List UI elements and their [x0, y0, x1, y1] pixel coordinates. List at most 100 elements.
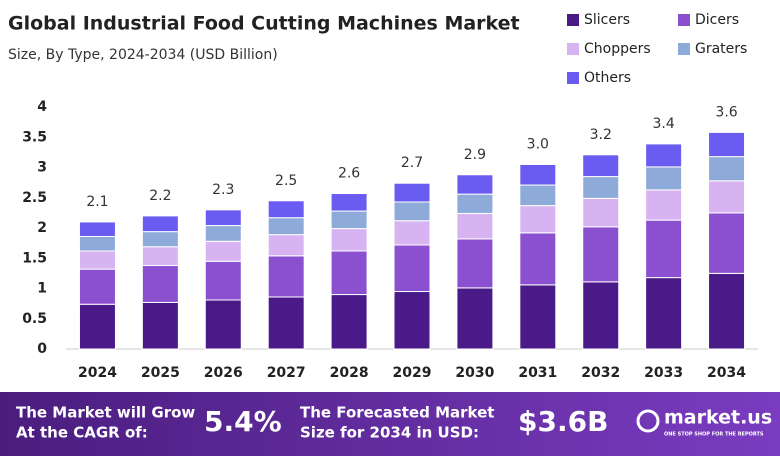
bar-segment [267, 217, 305, 236]
cagr-text: At the CAGR of: [16, 424, 148, 442]
total-label: 2.6 [338, 166, 360, 182]
legend-swatch [567, 14, 579, 26]
bar-segment [519, 232, 557, 286]
bar-segment [78, 221, 116, 237]
legend-label: Choppers [584, 41, 651, 57]
bar-segment [78, 250, 116, 270]
bar-segment [645, 166, 683, 191]
y-tick-label: 4 [37, 99, 47, 115]
x-tick-label: 2030 [455, 365, 494, 381]
x-tick-label: 2025 [141, 365, 180, 381]
bar-segment [708, 131, 746, 158]
legend-label: Others [584, 70, 631, 86]
y-tick-label: 2.5 [22, 190, 47, 206]
bar-segment [141, 215, 179, 233]
bar-segment [267, 255, 305, 298]
legend-swatch [678, 43, 690, 55]
total-label: 2.2 [149, 188, 171, 204]
legend-swatch [567, 72, 579, 84]
bar-segment [204, 240, 242, 262]
bar-segment [645, 189, 683, 221]
bar-segment [267, 234, 305, 257]
bar-segment [204, 209, 242, 227]
bar-segment [708, 212, 746, 274]
bar-segment [330, 250, 368, 296]
bar-segment [519, 284, 557, 350]
x-tick-label: 2033 [644, 365, 683, 381]
bar-segment [78, 303, 116, 350]
bar-segment [204, 260, 242, 301]
bar-segment [582, 154, 620, 178]
brand-tagline: ONE STOP SHOP FOR THE REPORTS [664, 432, 764, 438]
bar-segment [456, 174, 494, 195]
bar-segment [645, 277, 683, 350]
bar-segment [330, 294, 368, 350]
bar-segment [708, 156, 746, 182]
bar-segment [141, 231, 179, 248]
total-label: 2.9 [464, 147, 486, 163]
x-tick-label: 2028 [330, 365, 369, 381]
bar-segment [456, 193, 494, 214]
bar-segment [141, 246, 179, 267]
chart-title: Global Industrial Food Cutting Machines … [8, 13, 520, 35]
y-tick-label: 2 [37, 220, 47, 236]
y-tick-label: 3.5 [22, 129, 47, 145]
legend-label: Graters [695, 41, 747, 57]
footer-banner [0, 392, 780, 456]
cagr-value: 5.4% [204, 405, 282, 438]
y-tick-label: 3 [37, 160, 47, 176]
bar-segment [393, 291, 431, 350]
total-label: 2.5 [275, 173, 297, 189]
x-tick-label: 2029 [393, 365, 432, 381]
bar-segment [582, 226, 620, 283]
bar-segment [708, 272, 746, 350]
total-label: 3.2 [590, 127, 612, 143]
bar-segment [519, 184, 557, 207]
x-tick-label: 2031 [518, 365, 557, 381]
legend-label: Slicers [584, 12, 630, 28]
bar-segment [456, 287, 494, 350]
total-label: 3.4 [653, 116, 675, 132]
footer: The Market will Grow At the CAGR of: 5.4… [16, 404, 772, 442]
total-label: 2.7 [401, 155, 423, 171]
chart-subtitle: Size, By Type, 2024-2034 (USD Billion) [8, 47, 278, 63]
bar-segment [519, 163, 557, 186]
x-tick-label: 2032 [581, 365, 620, 381]
bar-segment [204, 299, 242, 350]
total-label: 2.3 [212, 182, 234, 198]
bar-segment [141, 265, 179, 303]
y-tick-label: 0 [37, 341, 47, 357]
bar-segment [204, 225, 242, 242]
bar-segment [708, 180, 746, 214]
bar-segment [645, 219, 683, 279]
bar-segment [393, 244, 431, 293]
x-tick-label: 2034 [707, 365, 746, 381]
bar-segment [519, 205, 557, 234]
cagr-text: The Market will Grow [16, 404, 195, 422]
legend-swatch [567, 43, 579, 55]
x-tick-label: 2026 [204, 365, 243, 381]
bar-segment [393, 220, 431, 246]
brand-logo [636, 409, 660, 433]
bar-segment [582, 197, 620, 228]
bar-segment [78, 235, 116, 252]
bar-segment [456, 212, 494, 240]
total-label: 2.1 [86, 194, 108, 210]
bar-segment [393, 201, 431, 222]
bar-segment [456, 238, 494, 289]
y-tick-label: 1.5 [22, 250, 47, 266]
bar-segment [393, 182, 431, 203]
brand-name: market.us [664, 407, 772, 429]
bar-segment [582, 176, 620, 199]
bar-segment [267, 296, 305, 350]
bar-segment [330, 193, 368, 212]
x-tick-label: 2024 [78, 365, 117, 381]
forecast-text: The Forecasted Market [300, 404, 494, 422]
legend-swatch [678, 14, 690, 26]
bar-segment [582, 281, 620, 350]
total-label: 3.0 [527, 136, 549, 152]
bar-segment [330, 228, 368, 252]
total-label: 3.6 [715, 104, 737, 120]
